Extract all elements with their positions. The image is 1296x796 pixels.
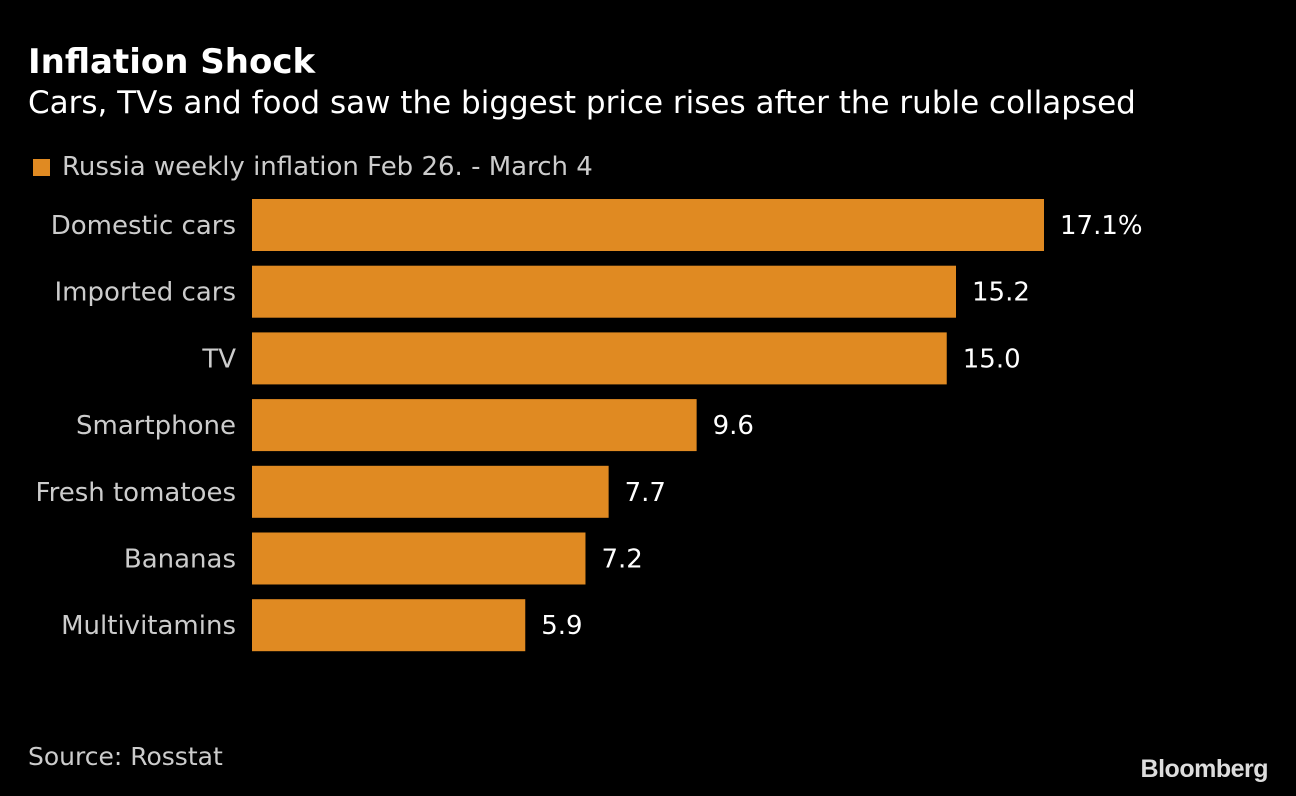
bar xyxy=(252,465,609,518)
bar xyxy=(252,199,1044,251)
category-label: TV xyxy=(201,344,236,374)
bar xyxy=(252,532,586,585)
data-label: 7.2 xyxy=(601,545,642,575)
category-label: Domestic cars xyxy=(51,211,236,241)
data-label: 15.0 xyxy=(963,344,1021,374)
bloomberg-logo: Bloomberg xyxy=(1140,755,1269,783)
data-label: 7.7 xyxy=(625,478,666,508)
data-label: 15.2 xyxy=(972,278,1030,308)
category-label: Imported cars xyxy=(54,278,236,308)
category-label: Bananas xyxy=(124,545,236,575)
data-label: 9.6 xyxy=(713,411,754,441)
bar xyxy=(252,332,947,385)
bar xyxy=(252,599,526,652)
legend: Russia weekly inflation Feb 26. - March … xyxy=(33,152,593,182)
chart-title: Inflation Shock xyxy=(28,42,316,82)
data-label: 17.1% xyxy=(1060,211,1143,241)
bar xyxy=(252,265,956,318)
category-label: Smartphone xyxy=(76,411,236,441)
legend-label: Russia weekly inflation Feb 26. - March … xyxy=(62,152,593,182)
category-label: Fresh tomatoes xyxy=(36,478,236,508)
chart-subtitle: Cars, TVs and food saw the biggest price… xyxy=(28,85,1136,121)
legend-swatch xyxy=(33,158,50,176)
category-label: Multivitamins xyxy=(61,611,236,641)
data-label: 5.9 xyxy=(541,611,582,641)
source-note: Source: Rosstat xyxy=(28,742,223,771)
bar xyxy=(252,399,697,452)
